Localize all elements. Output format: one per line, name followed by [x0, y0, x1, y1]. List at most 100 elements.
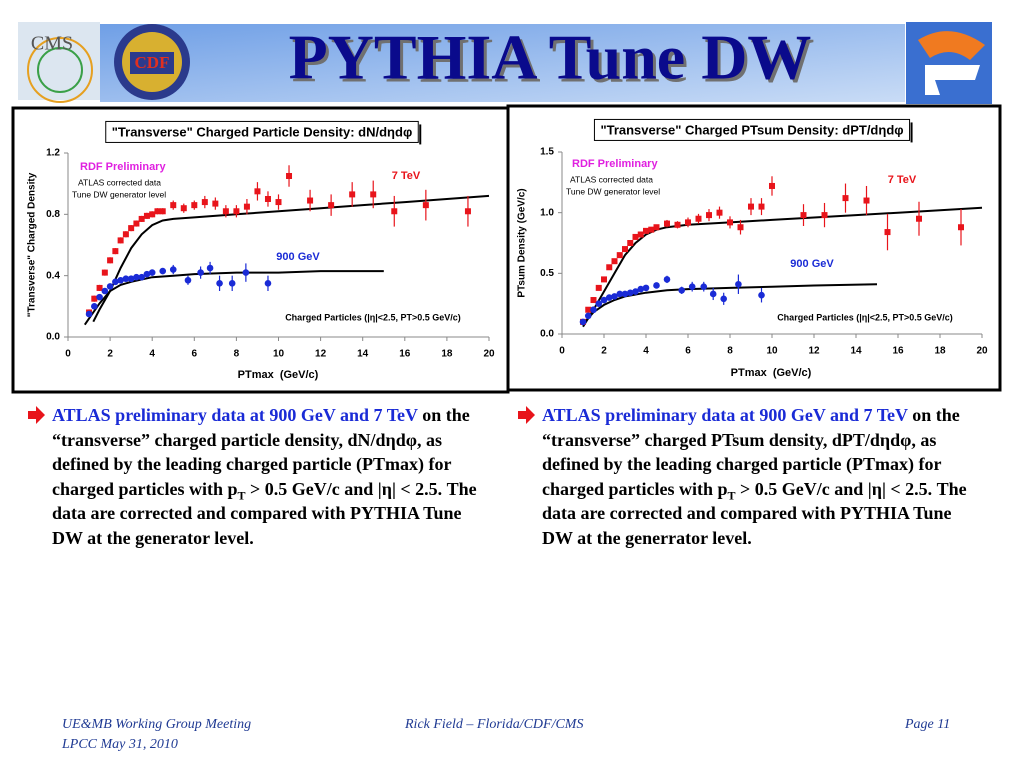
x-tick-label: 6 — [192, 349, 198, 360]
chart-title: "Transverse" Charged PTsum Density: dPT/… — [600, 122, 903, 137]
data-point — [264, 196, 271, 202]
chart-title-box — [105, 120, 419, 143]
data-point — [91, 303, 98, 310]
charts: "Transverse" Charged Particle Density: d… — [27, 118, 988, 381]
data-point — [579, 318, 587, 326]
data-point — [758, 203, 765, 210]
data-point — [112, 248, 119, 255]
x-tick-label: 2 — [107, 349, 113, 360]
y-tick-label: 0.0 — [46, 332, 60, 343]
data-point — [112, 278, 119, 286]
annotation: Charged Particles (|η|<2.5, PT>0.5 GeV/c… — [777, 312, 953, 322]
x-tick-label: 10 — [273, 349, 285, 360]
data-point — [958, 224, 964, 231]
data-point — [216, 280, 223, 287]
data-point — [653, 282, 660, 289]
data-point — [117, 237, 124, 244]
data-point — [688, 283, 696, 290]
x-tick-label: 4 — [149, 349, 155, 360]
annotation: Tune DW generator level — [72, 189, 166, 199]
data-point — [678, 287, 685, 294]
data-point — [611, 258, 618, 265]
series-label: 7 TeV — [392, 170, 421, 182]
x-tick-label: 0 — [559, 346, 565, 357]
data-point — [727, 219, 733, 226]
x-tick-label: 0 — [65, 349, 71, 360]
chart-title-box — [593, 118, 911, 141]
data-point — [709, 290, 717, 298]
data-point — [149, 211, 156, 218]
data-point — [133, 273, 140, 281]
annotation: RDF Preliminary — [80, 161, 166, 173]
data-point — [96, 293, 103, 301]
y-tick-label: 1.2 — [46, 148, 60, 159]
data-point — [884, 229, 891, 236]
data-point — [191, 202, 198, 209]
y-tick-label: 0.8 — [46, 209, 60, 220]
cdf-logo: CDF — [114, 24, 190, 100]
data-point — [201, 199, 208, 206]
data-point — [212, 200, 219, 207]
data-point — [101, 287, 109, 295]
y-tick-label: 1.5 — [540, 147, 554, 158]
bullet-body: on the “transverse” charged particle den… — [52, 405, 470, 499]
data-point — [632, 233, 639, 240]
data-point — [716, 209, 723, 216]
bullet-text: ATLAS preliminary data at 900 GeV and 7 … — [542, 403, 982, 550]
x-tick-label: 20 — [483, 349, 495, 360]
x-tick-label: 16 — [892, 346, 904, 357]
data-point — [663, 276, 671, 283]
bullet-sub: T — [237, 488, 246, 503]
data-point — [133, 220, 140, 227]
y-tick-label: 0.4 — [46, 270, 60, 281]
data-point — [154, 208, 161, 215]
data-point — [695, 215, 702, 222]
data-point — [96, 284, 103, 291]
data-point — [606, 264, 613, 271]
data-point — [626, 289, 634, 297]
data-point — [664, 220, 670, 227]
chart-title: "Transverse" Charged Particle Density: d… — [112, 124, 413, 139]
data-point — [159, 267, 167, 275]
bullet-body: > 0.5 GeV/c and |η| < 2.5. The data are … — [542, 478, 967, 548]
data-point — [595, 300, 603, 307]
data-point — [370, 191, 377, 198]
data-point — [275, 199, 282, 206]
bullet-arrow — [518, 406, 535, 424]
bullet-arrow — [28, 406, 45, 424]
annotation: RDF Preliminary — [572, 158, 658, 170]
data-point — [106, 283, 114, 290]
data-point — [107, 257, 114, 264]
x-tick-label: 18 — [934, 346, 946, 357]
annotation: Charged Particles (|η|<2.5, PT>0.5 GeV/c… — [285, 312, 461, 322]
cms-logo: CMS — [18, 22, 100, 103]
cdf-logo-text: CDF — [135, 53, 170, 72]
data-point — [685, 219, 691, 226]
header-band — [100, 24, 905, 102]
data-point — [706, 212, 712, 219]
data-point — [184, 276, 192, 284]
data-point — [601, 276, 607, 283]
data-point — [648, 226, 655, 233]
x-tick-label: 16 — [399, 349, 411, 360]
data-point — [674, 221, 681, 228]
annotation: Tune DW generator level — [566, 186, 660, 196]
data-point — [821, 212, 828, 219]
data-point — [138, 215, 145, 222]
data-point — [122, 275, 130, 283]
x-tick-label: 8 — [234, 349, 240, 360]
x-tick-label: 14 — [357, 349, 369, 360]
data-point — [143, 212, 150, 219]
bullet-highlight: ATLAS preliminary data at 900 GeV and 7 … — [52, 405, 418, 425]
y-axis-label: "Transverse" Charged Density — [27, 172, 38, 317]
data-point — [600, 296, 608, 304]
data-point — [585, 306, 592, 313]
bullet-sub: T — [727, 488, 736, 503]
bullet-body: > 0.5 GeV/c and |η| < 2.5. The data are … — [52, 478, 477, 548]
model-curve — [92, 194, 490, 323]
data-point — [464, 208, 471, 215]
data-point — [128, 225, 135, 232]
data-point — [148, 269, 156, 276]
y-tick-label: 0.0 — [540, 329, 554, 340]
y-tick-label: 1.0 — [540, 207, 554, 218]
